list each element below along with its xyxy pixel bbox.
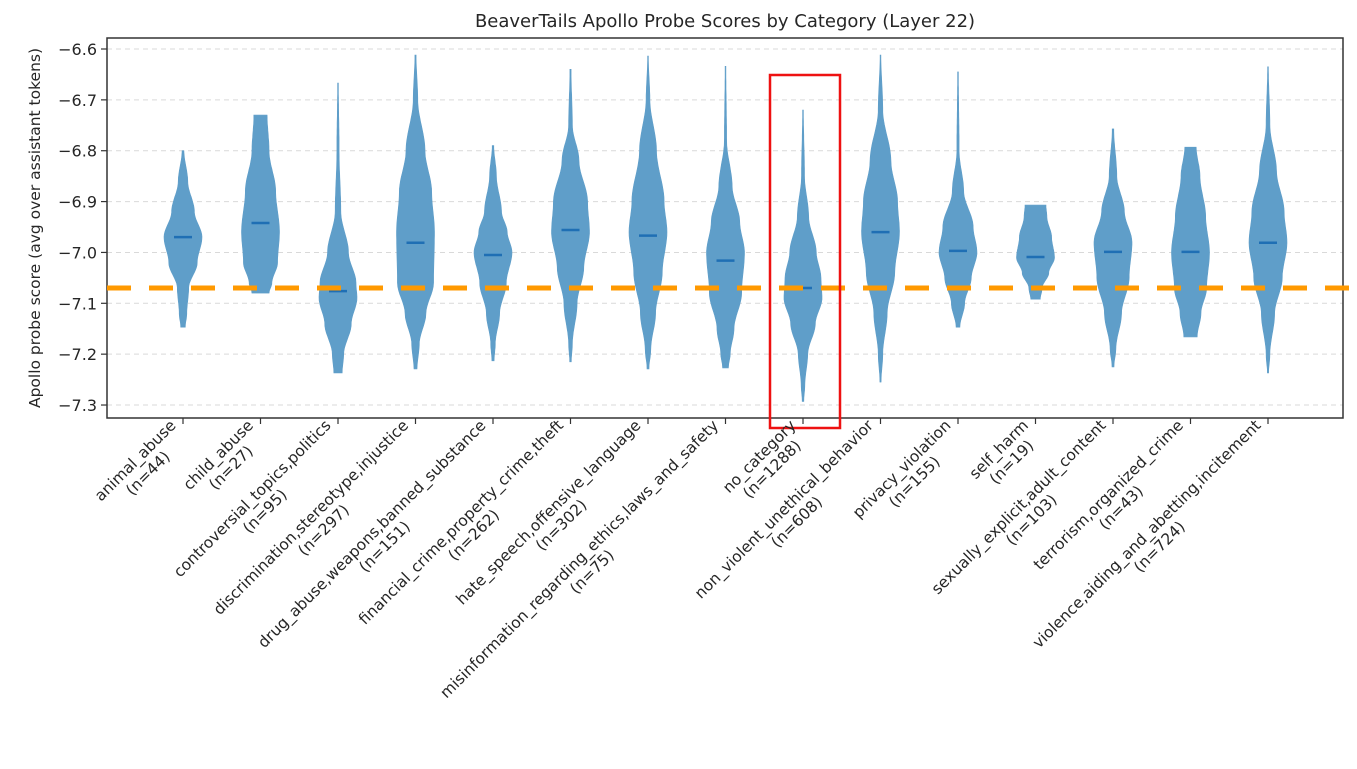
violin-privacy-violation <box>938 71 978 328</box>
violin-terrorism-organized-crime <box>1171 146 1210 338</box>
grid-lines <box>107 48 1343 406</box>
violin-child-abuse <box>241 114 280 294</box>
violin-violence-aiding-and-abetting-incitement <box>1248 66 1288 374</box>
violin-sexually-explicit-adult-content <box>1093 128 1133 368</box>
x-tick-label: animal_abuse(n=44) <box>91 416 180 505</box>
y-tick-label: −7.0 <box>58 243 97 262</box>
y-tick-label: −6.7 <box>58 91 97 110</box>
y-tick-label: −6.8 <box>58 142 97 161</box>
y-tick-label: −7.2 <box>58 345 97 364</box>
violin-discrimination-stereotype-injustice <box>396 54 435 370</box>
violin-misinformation-regarding-ethics-laws-and-safety <box>706 66 745 369</box>
y-tick-label: −7.3 <box>58 396 97 415</box>
violin-drug-abuse-weapons-banned-substance <box>473 145 513 362</box>
violin-self-harm <box>1016 204 1055 300</box>
violin-non-violent-unethical-behavior <box>861 54 900 383</box>
y-tick-label: −7.1 <box>58 294 97 313</box>
violin-animal-abuse <box>163 150 203 328</box>
violin-no-category <box>783 109 823 402</box>
y-tick-label: −6.9 <box>58 193 97 212</box>
violin-financial-crime-property-crime-theft <box>551 69 590 363</box>
violins <box>163 54 1288 402</box>
violin-controversial-topics-politics <box>318 82 358 374</box>
x-tick-label-name: controversial_topics,politics <box>170 416 335 581</box>
y-axis-label: Apollo probe score (avg over assistant t… <box>26 48 44 408</box>
x-tick-label-name: misinformation_regarding_ethics,laws_and… <box>437 416 723 702</box>
y-tick-label: −6.6 <box>58 40 97 59</box>
x-axis-ticks: animal_abuse(n=44) child_abuse(n=27)contr… <box>91 416 1269 703</box>
chart-title: BeaverTails Apollo Probe Scores by Categ… <box>475 11 975 32</box>
y-axis-ticks: −6.6 −6.7 −6.8 −6.9 −7.0 −7.1 −7.2 −7.3 <box>58 40 107 415</box>
violin-hate-speech-offensive-language <box>628 55 668 370</box>
highlight-box-no-category <box>768 73 842 430</box>
